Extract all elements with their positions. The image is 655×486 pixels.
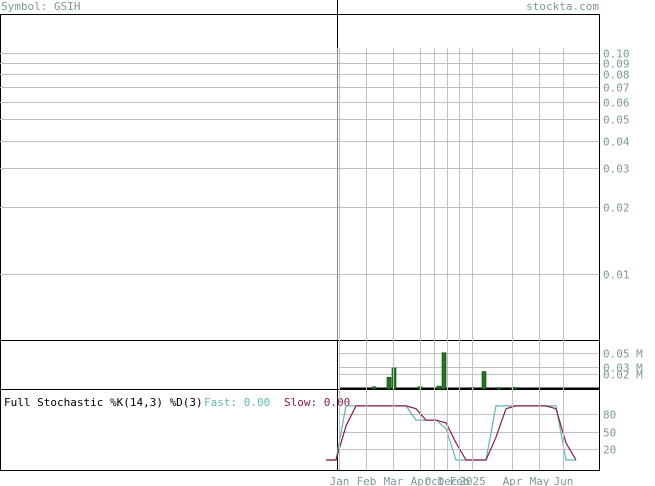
x-tick-label: Jan: [330, 475, 350, 486]
stochastic-tick-label: 50: [603, 427, 616, 440]
price-tick-label: 0.05: [603, 114, 630, 127]
stochastic-tick-label: 80: [603, 409, 616, 422]
price-tick-label: 0.03: [603, 163, 630, 176]
x-tick-label: Mar: [384, 475, 404, 486]
volume-bar: [386, 377, 392, 390]
x-tick-label: Feb: [357, 475, 377, 486]
x-tick-label: Oct: [425, 475, 445, 486]
volume-bar: [371, 386, 377, 390]
volume-tick-label: 0.05 M: [603, 348, 643, 361]
volume-bar: [436, 385, 442, 390]
volume-tick-label: 0.03 M: [603, 362, 643, 375]
volume-panel: 0.05 M0.03 M0.02 M: [339, 348, 643, 390]
stochastic-panel: Full Stochastic %K(14,3) %D(3) Fast: 0.0…: [4, 396, 616, 461]
outer-frame: [0, 14, 600, 471]
price-tick-label: 0.10: [603, 48, 630, 61]
price-tick-label: 0.07: [603, 82, 630, 95]
fast-label: Fast: 0.00: [204, 396, 270, 409]
volume-bar: [496, 387, 502, 390]
site-watermark: stockta.com: [526, 0, 599, 13]
x-tick-label: Apr: [503, 475, 523, 486]
volume-bar: [481, 371, 487, 390]
price-panel: 0.100.090.080.07 0.06 0.05 0.04 0.03 0.02 0.01: [0, 48, 630, 340]
x-tick-label: 2025: [459, 475, 486, 486]
x-tick-label: May: [530, 475, 550, 486]
x-tick-label: Dec: [438, 475, 458, 486]
price-tick-label: 0.06: [603, 97, 630, 110]
stochastic-title: Full Stochastic %K(14,3) %D(3): [4, 396, 203, 409]
price-tick-label: 0.08: [603, 69, 630, 82]
x-tick-label: Feb: [450, 475, 470, 486]
volume-tick-label: 0.02 M: [603, 369, 643, 382]
x-tick-label: Jun: [554, 475, 574, 486]
price-tick-label: 0.04: [603, 136, 630, 149]
volume-bar: [512, 387, 518, 390]
symbol-label: Symbol: GSIH: [1, 0, 81, 13]
stochastic-tick-label: 20: [603, 444, 616, 457]
slow-line: [326, 405, 577, 461]
volume-bar: [441, 352, 447, 390]
price-tick-label: 0.09: [603, 58, 630, 71]
price-tick-label: 0.01: [603, 269, 630, 282]
slow-label: Slow: 0.00: [284, 396, 350, 409]
price-tick-label: 0.02: [603, 202, 630, 215]
x-tick-label: Apr: [411, 475, 431, 486]
